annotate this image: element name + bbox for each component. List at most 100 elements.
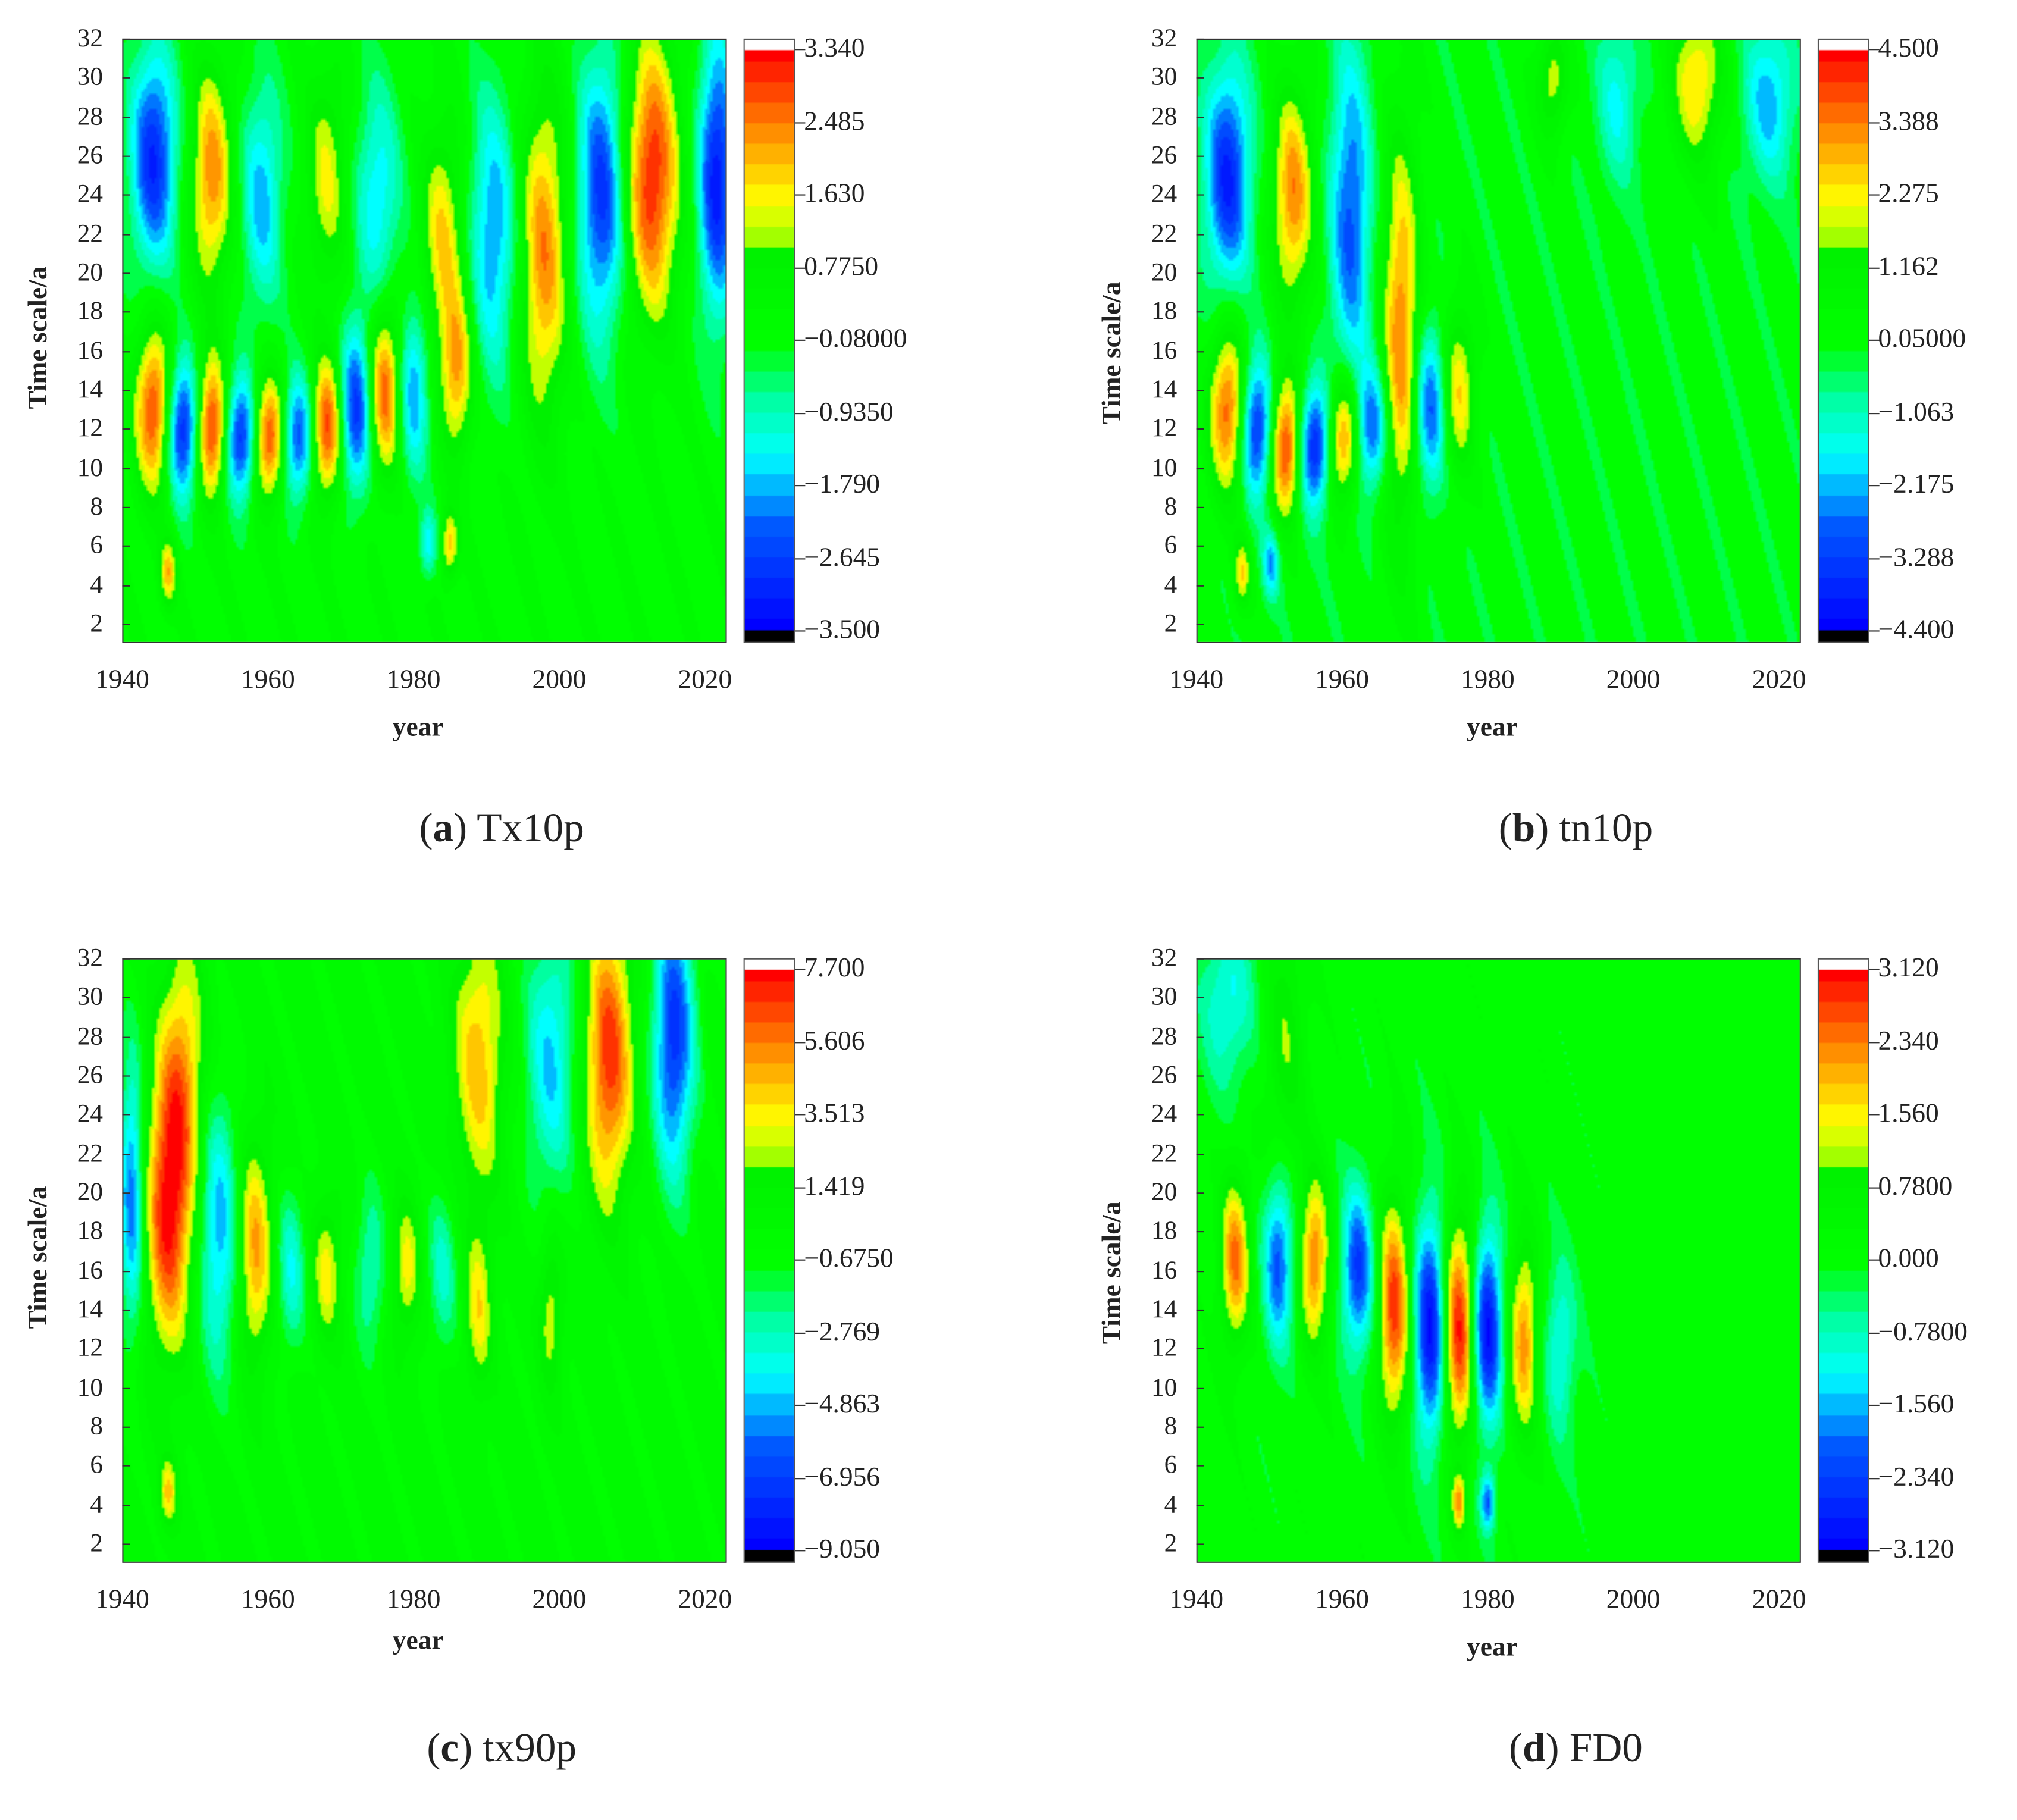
y-tick [1196, 311, 1204, 313]
colorbar-tick-label: 0.05000 [1878, 322, 1966, 354]
colorbar-tick [795, 412, 806, 414]
colorbar-tick [795, 121, 806, 123]
y-tick [1196, 1504, 1204, 1506]
colorbar-tick [1869, 412, 1880, 414]
x-tick-label: 1960 [240, 663, 295, 695]
heatmap-plot-area [1196, 958, 1801, 1563]
y-tick-label: 30 [1151, 983, 1177, 1012]
colorbar-tick [795, 1477, 806, 1479]
colorbar-tick-label: −0.7800 [1878, 1315, 1968, 1346]
colorbar-tick-label: −3.288 [1878, 541, 1955, 572]
y-tick-label: 32 [1151, 944, 1177, 973]
y-tick [122, 1036, 130, 1038]
panel-caption: (a) Tx10p [419, 804, 584, 851]
y-tick [122, 1114, 130, 1116]
colorbar-tick-label: 4.500 [1878, 32, 1939, 63]
colorbar-tick [1869, 557, 1880, 559]
y-tick-label: 2 [90, 1529, 103, 1558]
y-tick [1196, 233, 1204, 235]
y-tick-label: 28 [77, 1022, 103, 1051]
colorbar-tick [1869, 1186, 1880, 1188]
y-tick [1196, 77, 1204, 79]
y-tick-label: 24 [77, 1100, 103, 1129]
y-tick-label: 26 [1151, 1061, 1177, 1090]
y-tick-label: 26 [1151, 141, 1177, 170]
y-tick-label: 10 [1151, 1373, 1177, 1402]
y-tick [1196, 1231, 1204, 1233]
y-tick-label: 12 [77, 414, 103, 443]
y-tick-label: 20 [77, 258, 103, 287]
y-tick [1196, 506, 1204, 508]
y-tick [1196, 1387, 1204, 1389]
colorbar-tick [1869, 1041, 1880, 1043]
y-tick [122, 77, 130, 79]
colorbar-gradient [744, 40, 794, 642]
x-tick-label: 1980 [1460, 663, 1515, 695]
x-tick-label: 1940 [95, 663, 149, 695]
x-tick-label: 2020 [678, 1583, 732, 1615]
y-tick [122, 1153, 130, 1155]
colorbar-tick [1869, 194, 1880, 196]
x-tick-label: 2000 [1606, 663, 1661, 695]
y-tick [122, 1192, 130, 1194]
colorbar-tick-label: 2.340 [1878, 1025, 1939, 1055]
x-tick-label: 1980 [386, 663, 441, 695]
y-axis-label: Time scale/a [1096, 1201, 1127, 1345]
y-tick-label: 32 [77, 944, 103, 973]
panel-caption: (c) tx90p [427, 1724, 577, 1770]
x-tick-label: 2000 [1606, 1583, 1661, 1615]
colorbar-tick-label: −4.400 [1878, 613, 1955, 645]
y-tick [1196, 1426, 1204, 1428]
y-tick [122, 467, 130, 469]
colorbar-tick [795, 1186, 806, 1188]
colorbar-tick-label: −3.120 [1878, 1533, 1955, 1564]
colorbar-tick [1869, 49, 1880, 51]
colorbar-tick [795, 339, 806, 341]
colorbar-gradient [744, 959, 794, 1562]
y-tick-label: 28 [1151, 1022, 1177, 1051]
colorbar [1817, 38, 1869, 644]
y-tick-label: 24 [1151, 180, 1177, 209]
y-tick [122, 428, 130, 430]
colorbar-tick-label: −1.790 [804, 468, 881, 499]
y-tick-label: 2 [90, 609, 103, 638]
colorbar-tick-label: 1.419 [804, 1170, 865, 1201]
y-tick-label: 6 [1164, 531, 1177, 560]
colorbar-tick [795, 1259, 806, 1261]
x-tick-label: 2020 [678, 663, 732, 695]
y-tick-label: 6 [1164, 1451, 1177, 1480]
y-tick [122, 1231, 130, 1233]
colorbar-tick [1869, 1332, 1880, 1333]
y-tick-label: 30 [1151, 63, 1177, 92]
y-tick-label: 16 [77, 1256, 103, 1285]
x-tick-label: 1980 [386, 1583, 441, 1615]
colorbar-tick-label: 1.630 [804, 177, 865, 209]
caption-name: tx90p [483, 1724, 577, 1770]
x-axis-label: year [1467, 1631, 1518, 1662]
colorbar-tick [795, 630, 806, 632]
caption-name: tn10p [1559, 804, 1653, 851]
colorbar-tick [795, 49, 806, 51]
colorbar-tick [1869, 267, 1880, 268]
colorbar-tick-label: −1.560 [1878, 1387, 1955, 1419]
caption-letter: a [433, 804, 454, 851]
x-axis-label: year [392, 1624, 444, 1656]
y-tick-label: 18 [1151, 1217, 1177, 1246]
y-axis-label: Time scale/a [21, 266, 53, 409]
y-tick [1196, 155, 1204, 157]
y-tick [1196, 428, 1204, 430]
y-axis-label: Time scale/a [1096, 281, 1127, 425]
colorbar-tick-label: −9.050 [804, 1533, 881, 1564]
colorbar-tick-label: 3.513 [804, 1097, 865, 1129]
colorbar-tick-label: −6.956 [804, 1460, 881, 1492]
y-tick-label: 26 [77, 1061, 103, 1090]
colorbar-tick-label: −4.863 [804, 1387, 881, 1419]
y-tick [122, 155, 130, 157]
wavelet-heatmap [1197, 959, 1800, 1562]
y-tick-label: 26 [77, 141, 103, 170]
y-tick-label: 20 [77, 1178, 103, 1207]
colorbar-tick-label: 7.700 [804, 951, 865, 983]
y-tick [122, 1270, 130, 1272]
y-tick [122, 1348, 130, 1350]
